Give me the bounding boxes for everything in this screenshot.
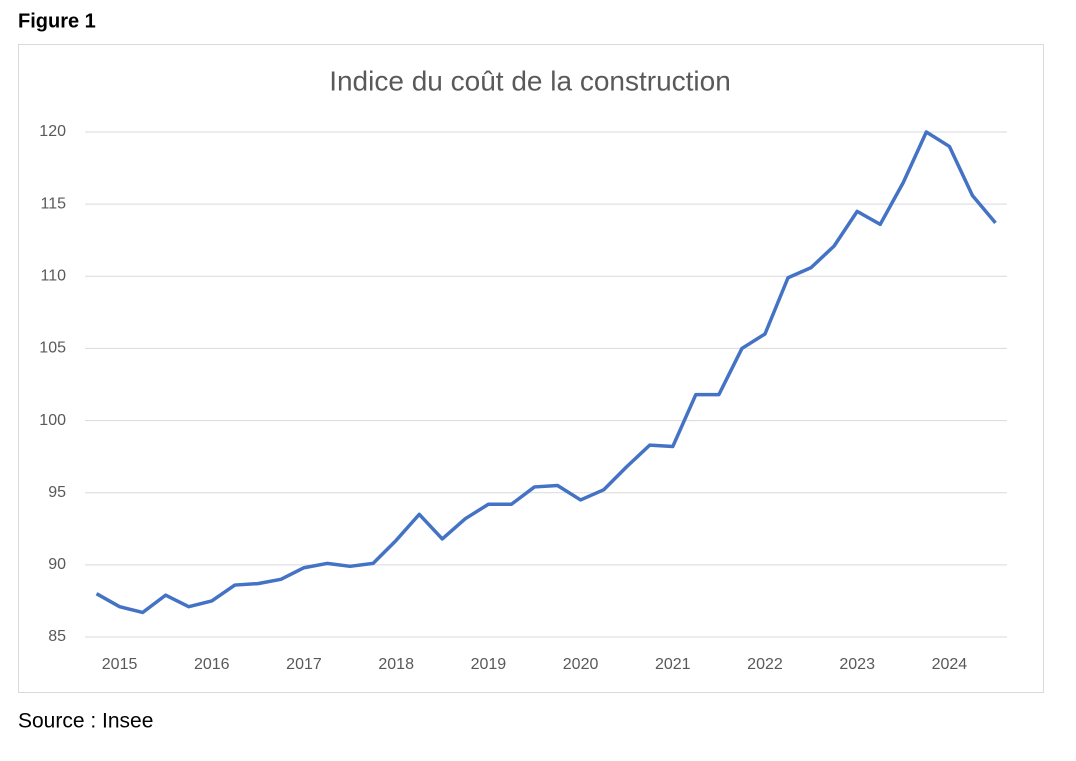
figure-label: Figure 1 bbox=[18, 10, 96, 32]
x-tick-label: 2019 bbox=[471, 656, 507, 673]
x-tick-label: 2018 bbox=[378, 656, 414, 673]
x-tick-label: 2017 bbox=[286, 656, 322, 673]
chart-frame bbox=[18, 44, 1044, 693]
x-tick-label: 2020 bbox=[563, 656, 599, 673]
x-tick-label: 2022 bbox=[747, 656, 783, 673]
y-tick-label: 120 bbox=[39, 123, 66, 140]
y-tick-label: 95 bbox=[48, 484, 66, 501]
x-tick-label: 2024 bbox=[932, 656, 968, 673]
y-tick-label: 85 bbox=[48, 628, 66, 645]
x-tick-label: 2023 bbox=[839, 656, 875, 673]
y-tick-label: 115 bbox=[40, 195, 66, 212]
x-tick-label: 2015 bbox=[102, 656, 138, 673]
y-tick-label: 110 bbox=[40, 268, 66, 285]
chart-title: Indice du coût de la construction bbox=[329, 65, 731, 96]
x-tick-label: 2016 bbox=[194, 656, 230, 673]
source-note: Source : Insee bbox=[18, 710, 153, 733]
data-line bbox=[95, 130, 997, 615]
y-tick-label: 100 bbox=[39, 412, 66, 429]
x-tick-label: 2021 bbox=[655, 656, 691, 673]
y-tick-label: 90 bbox=[48, 556, 66, 573]
y-tick-label: 105 bbox=[39, 340, 66, 357]
